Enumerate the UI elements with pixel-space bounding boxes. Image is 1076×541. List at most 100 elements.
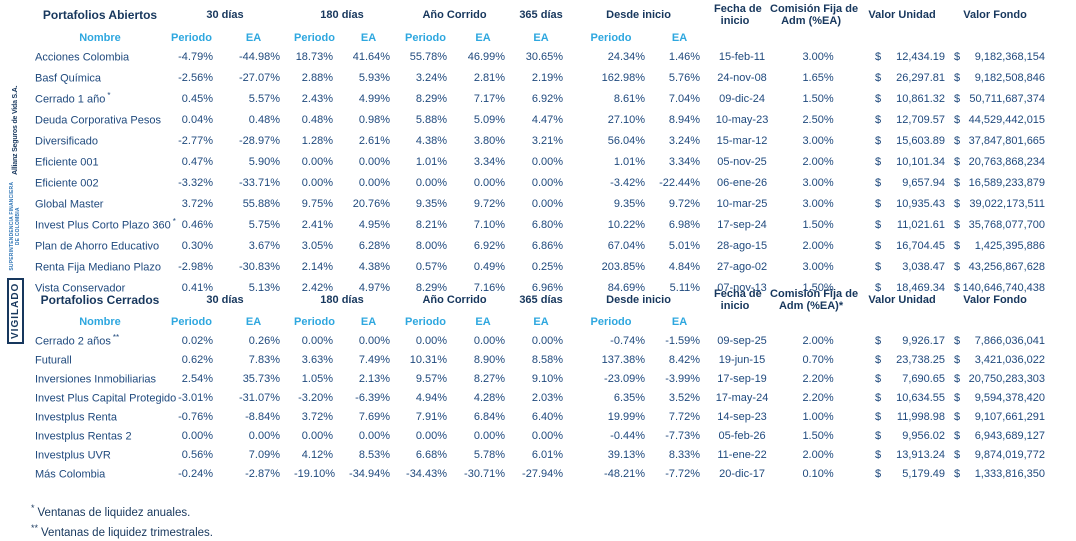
- return-value-cell: 4.38%: [415, 134, 448, 147]
- col-header-periodo-ano: Periodo: [405, 32, 446, 44]
- unit-value-amount: 16,704.45: [896, 239, 946, 252]
- table-title: Portafolios Cerrados: [40, 293, 160, 307]
- return-value-cell: -2.87%: [245, 467, 280, 480]
- table-row: Investplus UVR 0.56% 7.09% 4.12% 8.53% 6.68% 5…: [30, 445, 1052, 464]
- return-value-cell: 1.46%: [668, 50, 701, 63]
- return-value-cell: 8.21%: [415, 218, 448, 231]
- return-value-cell: 8.53%: [358, 448, 391, 461]
- portfolio-name-cell: Renta Fija Mediano Plazo: [30, 256, 170, 277]
- fund-value-wrap: $1,425,395,886: [952, 240, 1052, 252]
- return-value-cell: 6.80%: [531, 218, 564, 231]
- unit-value-wrap: $10,634.55: [866, 392, 952, 404]
- return-value-cell: 5.13%: [248, 281, 280, 294]
- portfolio-name: Investplus Renta: [35, 411, 117, 424]
- return-value-cell: 56.04%: [607, 134, 646, 147]
- table-row: Cerrado 1 año * 0.45% 5.57% 2.43% 4.99% 8.29% 7…: [30, 88, 1052, 109]
- col-header-empty-comision: [770, 313, 866, 331]
- fecha-line2: inicio: [720, 300, 750, 312]
- return-value-cell: 2.43%: [301, 92, 333, 105]
- start-date-cell: 17-sep-19: [717, 372, 767, 385]
- portfolio-name: Invest Plus Corto Plazo 360: [35, 219, 171, 232]
- currency-symbol: $: [875, 429, 882, 442]
- return-value-cell: 84.69%: [607, 281, 646, 294]
- portfolio-name-cell: Vista Conservador: [30, 277, 170, 298]
- unit-value-amount: 12,709.57: [896, 113, 946, 126]
- commission-cell: 2.00%: [802, 334, 834, 347]
- portfolio-name-cell: Investplus UVR: [30, 445, 170, 464]
- portfolio-name: Basf Química: [35, 72, 102, 85]
- table-row: Plan de Ahorro Educativo 0.30% 3.67% 3.05% 6…: [30, 235, 1052, 256]
- fund-value-amount: 9,594,378,420: [974, 391, 1046, 404]
- fund-value-amount: 43,256,867,628: [968, 260, 1046, 273]
- return-value-cell: 0.48%: [248, 113, 280, 126]
- return-value-cell: 0.00%: [301, 176, 333, 189]
- unit-value-wrap: $5,179.49: [866, 468, 952, 480]
- currency-symbol: $: [875, 176, 882, 189]
- return-value-cell: 0.57%: [415, 260, 448, 273]
- unit-value-wrap: $16,704.45: [866, 240, 952, 252]
- return-value-cell: 2.88%: [301, 71, 333, 84]
- col-header-periodo-30: Periodo: [171, 32, 212, 44]
- return-value-cell: 0.00%: [248, 429, 280, 442]
- fund-value-wrap: $1,333,816,350: [952, 468, 1052, 480]
- portfolio-name-cell: Invest Plus Capital Protegido: [30, 388, 176, 407]
- unit-value-wrap: $12,434.19: [866, 51, 952, 63]
- return-value-cell: 9.75%: [301, 197, 333, 210]
- currency-symbol: $: [954, 239, 961, 252]
- return-value-cell: 2.61%: [358, 134, 391, 147]
- commission-cell: 3.00%: [802, 50, 834, 63]
- col-header-ea-ano: EA: [475, 316, 491, 328]
- unit-value-cell: $5,179.49: [866, 464, 952, 483]
- commission-cell: 0.70%: [802, 353, 834, 366]
- currency-symbol: $: [954, 372, 961, 385]
- fund-value-cell: $9,594,378,420: [952, 388, 1052, 407]
- commission-cell: 2.00%: [802, 239, 834, 252]
- unit-value-amount: 11,021.61: [896, 218, 946, 231]
- return-value-cell: 5.90%: [248, 155, 280, 168]
- col-group-180-dias: 180 días: [320, 294, 364, 306]
- return-value-cell: 7.09%: [248, 448, 280, 461]
- fecha-line1: Fecha de: [714, 288, 762, 300]
- fund-value-amount: 37,847,801,665: [968, 134, 1046, 147]
- return-value-cell: -3.42%: [610, 176, 646, 189]
- return-value-cell: 6.92%: [473, 239, 506, 252]
- return-value-cell: 3.05%: [301, 239, 333, 252]
- footnote-mark: *: [31, 503, 35, 513]
- return-value-cell: 7.10%: [473, 218, 506, 231]
- open-portfolios-table-wrapper: Portafolios Abiertos 30 días 180 días Añ…: [30, 0, 1052, 298]
- return-value-cell: 7.72%: [668, 410, 701, 423]
- commission-cell: 3.00%: [802, 176, 834, 189]
- portfolio-name: Eficiente 002: [35, 177, 99, 190]
- col-header-empty-vu: [866, 313, 952, 331]
- col-header-nombre: Nombre: [79, 32, 121, 44]
- col-header-ea-30: EA: [245, 32, 262, 44]
- table-row: Diversificado -2.77% -28.97% 1.28% 2.61% 4.38…: [30, 130, 1052, 151]
- fund-value-amount: 140,646,740,438: [962, 281, 1046, 294]
- unit-value-wrap: $7,690.65: [866, 373, 952, 385]
- return-value-cell: 3.24%: [415, 71, 448, 84]
- portfolio-name: Renta Fija Mediano Plazo: [35, 261, 161, 274]
- currency-symbol: $: [875, 155, 882, 168]
- col-header-ea-30: EA: [245, 316, 262, 328]
- return-value-cell: 55.88%: [242, 197, 280, 210]
- return-value-cell: 6.96%: [531, 281, 564, 294]
- col-header-periodo-inicio: Periodo: [590, 32, 632, 44]
- return-value-cell: 7.69%: [358, 410, 391, 423]
- return-value-cell: 2.42%: [301, 281, 333, 294]
- return-value-cell: 5.93%: [358, 71, 391, 84]
- col-header-periodo-30: Periodo: [171, 316, 212, 328]
- fund-value-cell: $140,646,740,438: [952, 277, 1052, 298]
- unit-value-cell: $26,297.81: [866, 67, 952, 88]
- fund-value-wrap: $35,768,077,700: [952, 219, 1052, 231]
- table-row: Eficiente 001 0.47% 5.90% 0.00% 0.00% 1.01% 3.…: [30, 151, 1052, 172]
- return-value-cell: 18.73%: [295, 50, 333, 63]
- currency-symbol: $: [954, 391, 961, 404]
- fund-value-cell: $35,768,077,700: [952, 214, 1052, 235]
- return-value-cell: 3.72%: [181, 197, 213, 210]
- return-value-cell: -44.98%: [239, 50, 280, 63]
- return-value-cell: -0.44%: [610, 429, 646, 442]
- return-value-cell: 1.05%: [301, 372, 333, 385]
- return-value-cell: 6.86%: [531, 239, 564, 252]
- col-header-ea-inicio: EA: [671, 316, 688, 328]
- col-group-365-dias: 365 días: [519, 9, 563, 21]
